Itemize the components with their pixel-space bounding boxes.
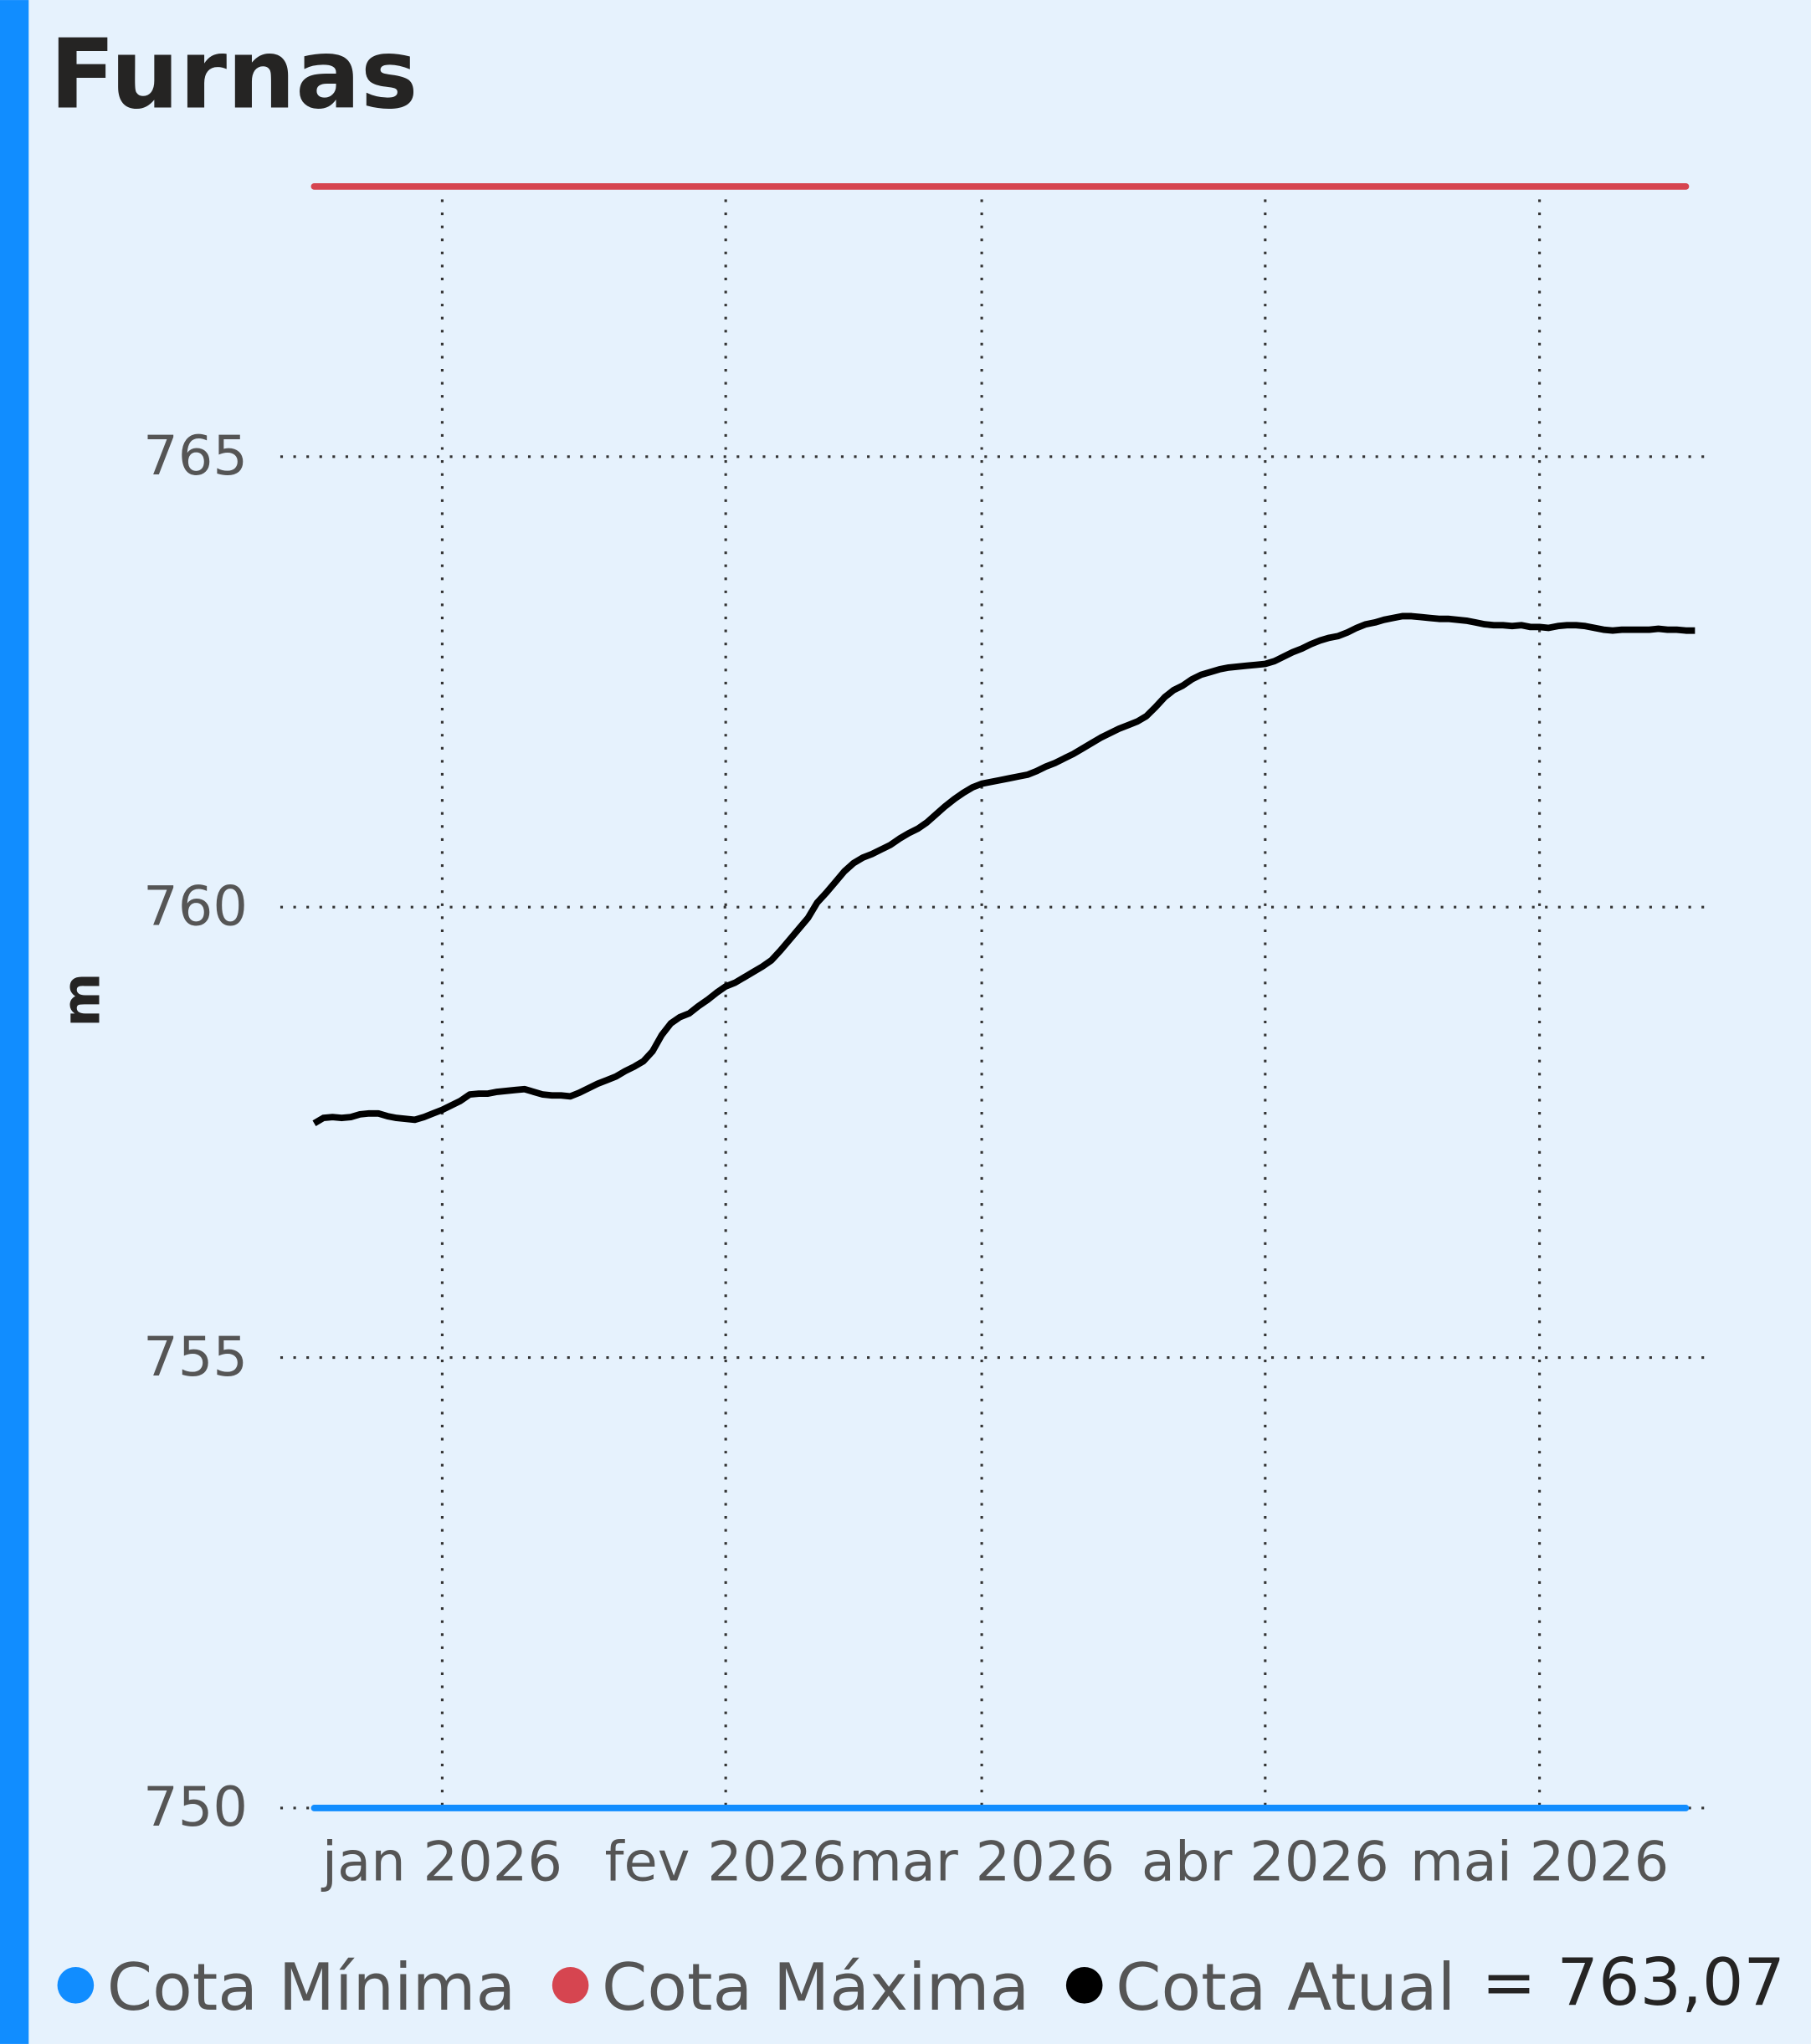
accent-bar	[0, 0, 29, 2044]
legend-marker	[57, 1967, 95, 2004]
current-value: = 763,07 m	[1481, 1945, 1811, 2021]
x-tick-label: fev 2026	[605, 1831, 847, 1894]
legend-marker	[1065, 1967, 1103, 2004]
chart-title: Furnas	[49, 18, 418, 131]
x-tick-label: abr 2026	[1141, 1831, 1389, 1894]
legend-label: Cota Atual	[1116, 1950, 1455, 2026]
y-tick-label: 765	[143, 424, 248, 488]
x-tick-label: mai 2026	[1410, 1831, 1669, 1894]
x-tick-label: mar 2026	[849, 1831, 1115, 1894]
legend-label: Cota Máxima	[602, 1950, 1029, 2026]
legend-label: Cota Mínima	[107, 1950, 516, 2026]
y-axis-label: m	[50, 973, 111, 1027]
y-tick-label: 750	[143, 1775, 248, 1839]
y-tick-label: 755	[143, 1325, 248, 1389]
legend-marker	[552, 1967, 589, 2004]
y-tick-label: 760	[143, 874, 248, 938]
x-tick-label: jan 2026	[321, 1831, 562, 1894]
line	[312, 612, 1696, 1126]
